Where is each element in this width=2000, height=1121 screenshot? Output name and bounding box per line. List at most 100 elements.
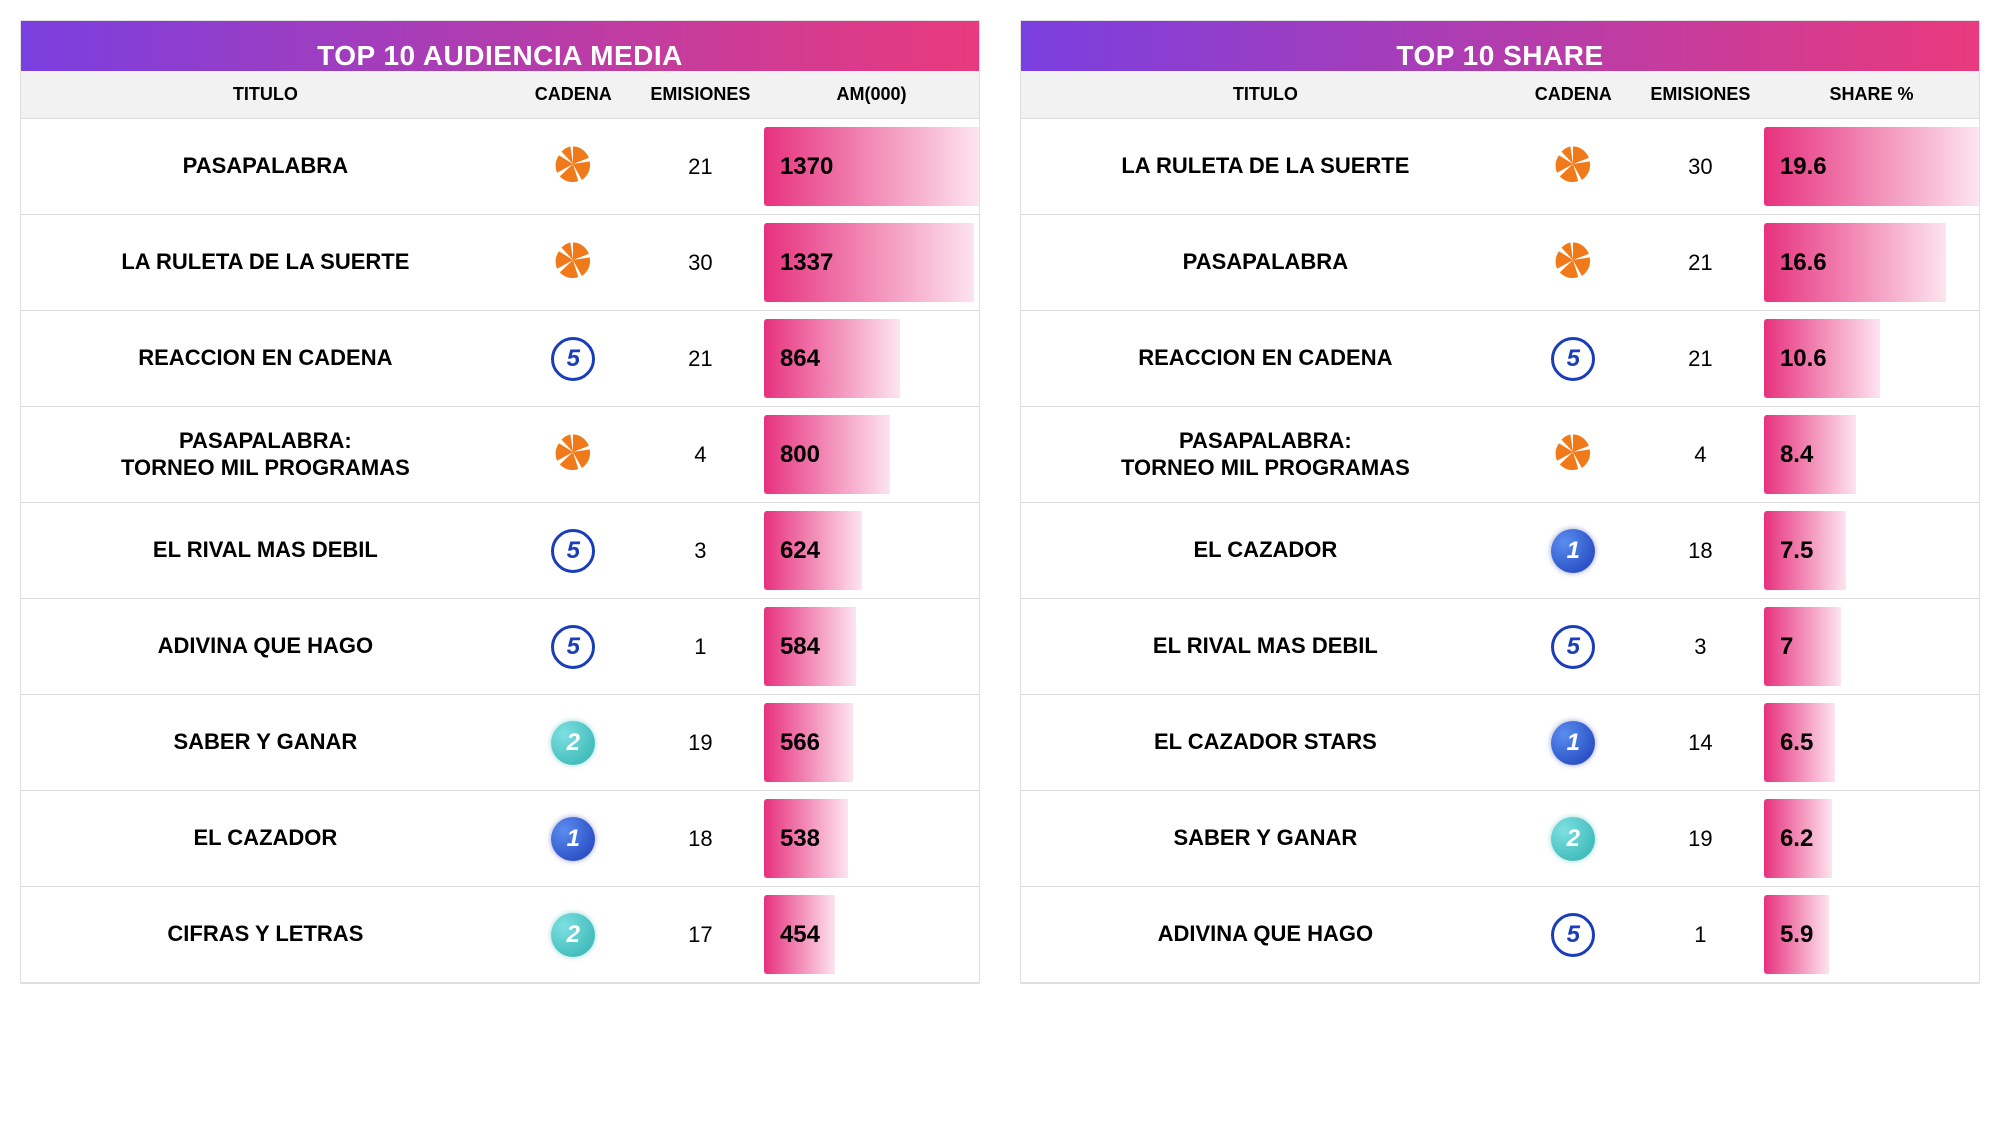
la1-icon: 1 bbox=[551, 817, 595, 861]
value-cell: 864 bbox=[764, 311, 979, 406]
emisiones-value: 4 bbox=[1637, 442, 1764, 468]
program-title: PASAPALABRA:TORNEO MIL PROGRAMAS bbox=[1021, 428, 1510, 481]
la2-icon: 2 bbox=[1551, 817, 1595, 861]
value-cell: 624 bbox=[764, 503, 979, 598]
value-cell: 1337 bbox=[764, 215, 979, 310]
telecinco-icon: 5 bbox=[551, 625, 595, 669]
emisiones-value: 3 bbox=[1637, 634, 1764, 660]
value-cell: 8.4 bbox=[1764, 407, 1979, 502]
emisiones-value: 21 bbox=[637, 346, 764, 372]
table-row: REACCION EN CADENA 5 21 10.6 bbox=[1021, 311, 1979, 407]
value-label: 7.5 bbox=[1780, 537, 1813, 565]
panel-share: TOP 10 SHARE TITULOCADENAEMISIONESSHARE … bbox=[1020, 20, 1980, 984]
value-label: 6.5 bbox=[1780, 729, 1813, 757]
channel-cell bbox=[510, 238, 637, 287]
value-cell: 454 bbox=[764, 887, 979, 982]
emisiones-value: 19 bbox=[637, 730, 764, 756]
column-header: TITULO bbox=[1021, 84, 1510, 105]
table-row: EL CAZADOR STARS1146.5 bbox=[1021, 695, 1979, 791]
la2-icon: 2 bbox=[551, 721, 595, 765]
channel-cell bbox=[510, 142, 637, 191]
table-row: ADIVINA QUE HAGO515.9 bbox=[1021, 887, 1979, 983]
telecinco-icon: 5 bbox=[1551, 913, 1595, 957]
value-label: 16.6 bbox=[1780, 249, 1827, 277]
emisiones-value: 4 bbox=[637, 442, 764, 468]
emisiones-value: 18 bbox=[637, 826, 764, 852]
value-cell: 7 bbox=[1764, 599, 1979, 694]
column-header: AM(000) bbox=[764, 84, 979, 105]
emisiones-value: 21 bbox=[1637, 346, 1764, 372]
program-title: EL CAZADOR STARS bbox=[1021, 729, 1510, 755]
program-title: EL CAZADOR bbox=[1021, 537, 1510, 563]
emisiones-value: 21 bbox=[1637, 250, 1764, 276]
antena3-icon bbox=[551, 142, 595, 191]
value-cell: 10.6 bbox=[1764, 311, 1979, 406]
table-row: ADIVINA QUE HAGO51584 bbox=[21, 599, 979, 695]
telecinco-icon: 5 bbox=[551, 529, 595, 573]
value-label: 8.4 bbox=[1780, 441, 1813, 469]
channel-cell: 2 bbox=[510, 913, 637, 957]
value-label: 10.6 bbox=[1780, 345, 1827, 373]
channel-cell: 2 bbox=[510, 721, 637, 765]
channel-cell bbox=[1510, 430, 1637, 479]
value-label: 584 bbox=[780, 633, 820, 661]
value-cell: 1370 bbox=[764, 119, 979, 214]
table-row: PASAPALABRA:TORNEO MIL PROGRAMAS 4 8.4 bbox=[1021, 407, 1979, 503]
value-label: 19.6 bbox=[1780, 153, 1827, 181]
column-header: SHARE % bbox=[1764, 84, 1979, 105]
value-bar bbox=[1764, 607, 1841, 686]
telecinco-icon: 5 bbox=[551, 337, 595, 381]
program-title: EL RIVAL MAS DEBIL bbox=[1021, 633, 1510, 659]
telecinco-icon: 5 bbox=[1551, 337, 1595, 381]
program-title: ADIVINA QUE HAGO bbox=[1021, 921, 1510, 947]
program-title: EL CAZADOR bbox=[21, 825, 510, 851]
value-label: 624 bbox=[780, 537, 820, 565]
program-title: ADIVINA QUE HAGO bbox=[21, 633, 510, 659]
program-title: REACCION EN CADENA bbox=[1021, 345, 1510, 371]
value-cell: 16.6 bbox=[1764, 215, 1979, 310]
value-cell: 19.6 bbox=[1764, 119, 1979, 214]
rows-left: PASAPALABRA 211370LA RULETA DE LA SUERTE… bbox=[21, 119, 979, 983]
table-row: EL CAZADOR 1 18 538 bbox=[21, 791, 979, 887]
value-cell: 538 bbox=[764, 791, 979, 886]
channel-cell: 5 bbox=[1510, 625, 1637, 669]
program-title: PASAPALABRA:TORNEO MIL PROGRAMAS bbox=[21, 428, 510, 481]
value-label: 538 bbox=[780, 825, 820, 853]
column-header: EMISIONES bbox=[637, 84, 764, 105]
table-row: PASAPALABRA:TORNEO MIL PROGRAMAS 4 800 bbox=[21, 407, 979, 503]
value-label: 1337 bbox=[780, 249, 833, 277]
emisiones-value: 17 bbox=[637, 922, 764, 948]
channel-cell: 5 bbox=[1510, 913, 1637, 957]
emisiones-value: 19 bbox=[1637, 826, 1764, 852]
antena3-icon bbox=[551, 238, 595, 287]
emisiones-value: 1 bbox=[1637, 922, 1764, 948]
antena3-icon bbox=[1551, 142, 1595, 191]
emisiones-value: 30 bbox=[637, 250, 764, 276]
channel-cell: 5 bbox=[1510, 337, 1637, 381]
program-title: REACCION EN CADENA bbox=[21, 345, 510, 371]
value-cell: 6.5 bbox=[1764, 695, 1979, 790]
program-title: PASAPALABRA bbox=[21, 153, 510, 179]
channel-cell: 5 bbox=[510, 529, 637, 573]
panel-title-left: TOP 10 AUDIENCIA MEDIA bbox=[21, 21, 979, 71]
table-row: PASAPALABRA 211370 bbox=[21, 119, 979, 215]
channel-cell: 2 bbox=[1510, 817, 1637, 861]
table-row: EL RIVAL MAS DEBIL537 bbox=[1021, 599, 1979, 695]
value-cell: 6.2 bbox=[1764, 791, 1979, 886]
value-label: 800 bbox=[780, 441, 820, 469]
la2-icon: 2 bbox=[551, 913, 595, 957]
value-label: 6.2 bbox=[1780, 825, 1813, 853]
panel-audiencia-media: TOP 10 AUDIENCIA MEDIA TITULOCADENAEMISI… bbox=[20, 20, 980, 984]
value-cell: 584 bbox=[764, 599, 979, 694]
table-row: SABER Y GANAR2196.2 bbox=[1021, 791, 1979, 887]
channel-cell: 5 bbox=[510, 625, 637, 669]
value-label: 454 bbox=[780, 921, 820, 949]
program-title: LA RULETA DE LA SUERTE bbox=[21, 249, 510, 275]
value-label: 566 bbox=[780, 729, 820, 757]
table-row: EL RIVAL MAS DEBIL53624 bbox=[21, 503, 979, 599]
table-row: EL CAZADOR1187.5 bbox=[1021, 503, 1979, 599]
value-cell: 7.5 bbox=[1764, 503, 1979, 598]
column-header: EMISIONES bbox=[1637, 84, 1764, 105]
program-title: SABER Y GANAR bbox=[21, 729, 510, 755]
table-row: PASAPALABRA 2116.6 bbox=[1021, 215, 1979, 311]
